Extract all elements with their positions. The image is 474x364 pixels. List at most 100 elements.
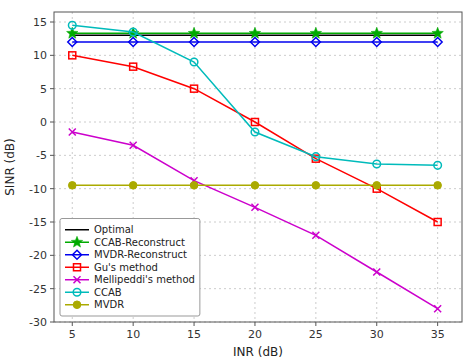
tick-y	[50, 222, 54, 223]
marker-diamond	[68, 38, 77, 47]
tick-x	[133, 322, 134, 326]
tick-label-y: 10	[33, 49, 47, 62]
marker-x	[74, 276, 81, 283]
marker-square	[434, 219, 441, 226]
grid-line-x	[315, 12, 316, 322]
marker-circle-open	[190, 58, 198, 66]
marker-circle	[373, 182, 381, 190]
marker-circle	[129, 182, 137, 190]
marker-x	[251, 204, 258, 211]
marker-diamond	[129, 38, 138, 47]
legend-label: MVDR	[94, 299, 124, 310]
series-line	[72, 55, 437, 222]
grid	[54, 12, 462, 322]
tick-label-y: -10	[29, 183, 47, 196]
tick-x	[194, 322, 195, 326]
tick-label-x: 15	[187, 328, 201, 341]
legend-swatch	[65, 254, 89, 256]
tick-y	[50, 22, 54, 23]
marker-x	[69, 129, 76, 136]
series-line	[72, 25, 437, 165]
tick-label-y: 0	[40, 116, 47, 129]
marker-diamond	[433, 38, 442, 47]
legend-swatch	[65, 229, 89, 231]
marker-circle-open	[73, 288, 81, 296]
grid-line-y	[54, 22, 462, 23]
legend-label: Mellipeddi's method	[94, 274, 195, 285]
legend-label: CCAB-Reconstruct	[94, 237, 185, 248]
tick-label-x: 25	[309, 328, 323, 341]
marker-circle-open	[251, 128, 259, 136]
marker-circle-open	[312, 153, 320, 161]
marker-diamond	[190, 38, 199, 47]
legend-swatch	[65, 267, 89, 269]
tick-y	[50, 55, 54, 56]
legend-box	[60, 219, 200, 317]
tick-y	[50, 322, 54, 323]
marker-x	[130, 142, 137, 149]
tick-label-y: -15	[29, 216, 47, 229]
y-axis-label: SINR (dB)	[3, 138, 17, 196]
marker-circle	[190, 182, 198, 190]
legend: OptimalCCAB-ReconstructMVDR-ReconstructG…	[60, 219, 200, 317]
grid-line-y	[54, 88, 462, 89]
marker-star	[71, 236, 82, 247]
tick-label-y: -25	[29, 283, 47, 296]
tick-label-x: 10	[126, 328, 140, 341]
tick-label-y: 5	[40, 83, 47, 96]
series-line	[72, 41, 437, 43]
marker-circle-open	[68, 22, 76, 30]
tick-label-y: 15	[33, 16, 47, 29]
marker-diamond	[250, 38, 259, 47]
plot-frame	[54, 12, 462, 322]
marker-square	[74, 264, 81, 271]
grid-line-y	[54, 55, 462, 56]
marker-circle-open	[373, 160, 381, 168]
series	[68, 182, 441, 190]
legend-label: CCAB	[94, 287, 122, 298]
tick-y	[50, 88, 54, 89]
tick-x	[72, 322, 73, 326]
tick-x	[315, 322, 316, 326]
tick-label-x: 35	[431, 328, 445, 341]
tick-label-y: -30	[29, 316, 47, 329]
marker-diamond	[372, 38, 381, 47]
x-axis-label: INR (dB)	[233, 345, 283, 359]
grid-line-x	[437, 12, 438, 322]
marker-circle	[312, 182, 320, 190]
series	[68, 38, 442, 47]
series	[69, 52, 441, 226]
tick-label-y: -5	[36, 149, 47, 162]
marker-x	[373, 269, 380, 276]
grid-line-y	[54, 155, 462, 156]
tick-y	[50, 155, 54, 156]
marker-square	[69, 52, 76, 59]
marker-square	[251, 119, 258, 126]
grid-line-x	[254, 12, 255, 322]
marker-diamond	[311, 38, 320, 47]
plot-data	[67, 22, 444, 313]
legend-label: Optimal	[94, 224, 134, 235]
marker-circle	[68, 182, 76, 190]
axes: 5 10 15 20 25 30 35 -30 -25 -20 -15 -10 -5 0 5 10 15	[29, 12, 462, 341]
marker-x	[434, 305, 441, 312]
chart: 5 10 15 20 25 30 35 -30 -25 -20 -15 -10 -5 0 5 10 15 INR …	[0, 0, 474, 364]
tick-label-x: 20	[248, 328, 262, 341]
marker-diamond	[73, 250, 82, 259]
tick-y	[50, 288, 54, 289]
tick-y	[50, 188, 54, 189]
tick-y	[50, 255, 54, 256]
tick-x	[376, 322, 377, 326]
tick-label-x: 30	[370, 328, 384, 341]
tick-label-y: -20	[29, 249, 47, 262]
grid-line-x	[376, 12, 377, 322]
marker-circle-open	[129, 28, 137, 36]
marker-circle	[434, 182, 442, 190]
marker-circle	[251, 182, 259, 190]
tick-y	[50, 122, 54, 123]
tick-label-x: 5	[69, 328, 76, 341]
marker-square	[130, 63, 137, 70]
series	[68, 22, 441, 170]
marker-circle	[73, 301, 81, 309]
tick-x	[437, 322, 438, 326]
